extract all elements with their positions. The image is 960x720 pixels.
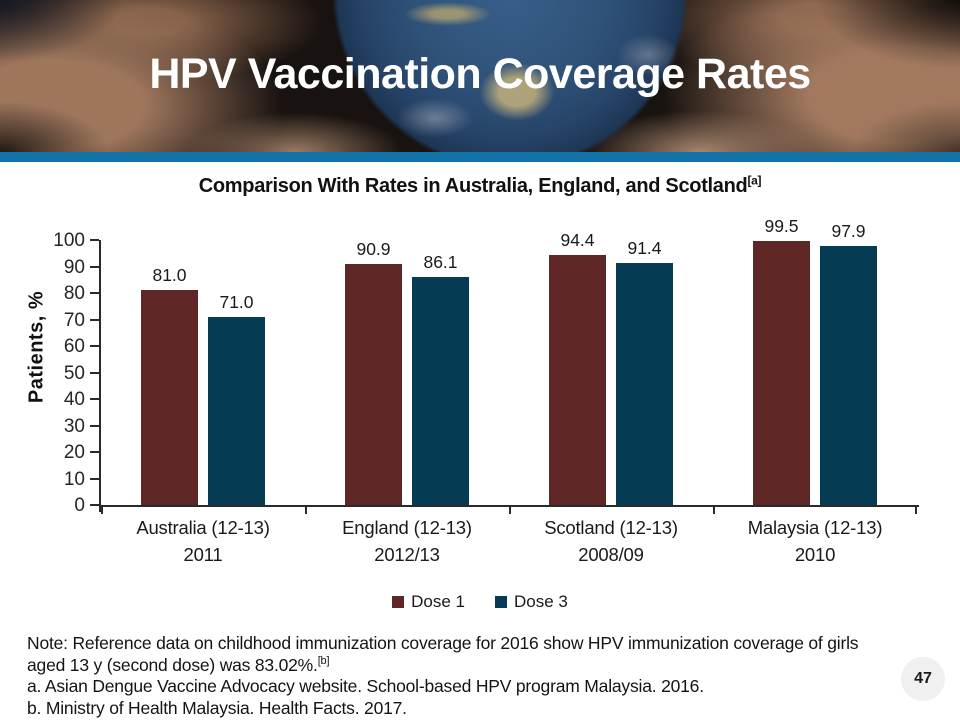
note-line-1: Note: Reference data on childhood immuni… — [27, 633, 859, 653]
category-name: Australia (12-13) — [136, 517, 270, 538]
chart-legend: Dose 1 Dose 3 — [0, 592, 960, 612]
x-axis-tick — [713, 507, 715, 514]
bar-column: 91.4 — [616, 238, 673, 505]
legend-item: Dose 3 — [495, 592, 568, 612]
y-axis-tick-label: 50 — [63, 362, 85, 384]
y-axis-tick-label: 10 — [63, 468, 85, 490]
y-axis-tick — [90, 451, 99, 453]
bar-column: 94.4 — [549, 230, 606, 505]
legend-swatch — [392, 596, 405, 608]
footnote-b: b. Ministry of Health Malaysia. Health F… — [27, 697, 407, 718]
category-year: 2012/13 — [374, 544, 440, 565]
page-number: 47 — [914, 670, 932, 687]
y-axis-tick-label: 90 — [63, 256, 85, 278]
bar-dose-1 — [753, 241, 810, 505]
x-axis-tick — [915, 507, 917, 514]
y-axis-tick-label: 80 — [63, 283, 85, 304]
accent-divider — [0, 152, 960, 162]
category-label: Malaysia (12-13) 2010 — [713, 514, 917, 568]
footnote-a: a. Asian Dengue Vaccine Advocacy website… — [27, 676, 704, 696]
bar-value-label: 99.5 — [764, 216, 799, 237]
bar-column: 86.1 — [412, 252, 469, 505]
y-axis-tick — [90, 265, 99, 268]
bar-column: 99.5 — [753, 216, 810, 505]
y-axis-tick — [90, 504, 99, 506]
y-axis-tick — [90, 424, 99, 427]
category-name: Malaysia (12-13) — [747, 517, 883, 538]
y-axis-line — [99, 240, 101, 512]
bar-value-label: 97.9 — [831, 220, 866, 241]
bar-column: 90.9 — [345, 239, 402, 505]
y-axis-tick-label: 70 — [63, 309, 85, 331]
bar-chart: 0 10 20 30 40 50 60 70 80 90 100 81.0 71.0 90.9 86.1 94… — [53, 216, 917, 516]
bar-dose-1 — [345, 264, 402, 505]
bar-dose-3 — [616, 262, 673, 505]
bar-value-label: 91.4 — [627, 237, 662, 258]
x-axis-line — [99, 505, 919, 507]
category-label: England (12-13) 2012/13 — [305, 514, 509, 568]
bar-dose-1 — [141, 290, 198, 505]
slide-title: HPV Vaccination Coverage Rates — [149, 50, 811, 98]
y-axis-tick — [90, 345, 99, 347]
banner-image: HPV Vaccination Coverage Rates — [0, 0, 960, 152]
y-axis-tick — [90, 398, 99, 400]
note-line-2: aged 13 y (second dose) was 83.02%.[b] — [27, 655, 858, 677]
x-axis-tick — [509, 507, 511, 514]
y-axis-tick — [90, 318, 99, 321]
chart-title-footnote-marker: [a] — [747, 173, 762, 188]
bar-value-label: 71.0 — [219, 291, 254, 312]
bar-dose-3 — [820, 245, 877, 505]
bar-groups: 81.0 71.0 90.9 86.1 94.4 91.4 99.5 97.9 — [101, 216, 917, 505]
x-axis-tick — [101, 507, 103, 514]
y-axis-tick-label: 100 — [53, 230, 85, 251]
category-label: Scotland (12-13) 2008/09 — [509, 514, 713, 568]
category-label: Australia (12-13) 2011 — [101, 514, 305, 568]
bar-group: 90.9 86.1 — [305, 239, 509, 505]
category-name: Scotland (12-13) — [544, 517, 678, 538]
x-axis-tick — [305, 507, 307, 514]
notes-block: Note: Reference data on childhood immuni… — [27, 633, 859, 719]
bar-value-label: 90.9 — [356, 239, 391, 260]
bar-value-label: 86.1 — [423, 251, 458, 272]
y-axis-tick-label: 20 — [63, 442, 85, 463]
legend-item: Dose 1 — [392, 592, 465, 612]
bar-column: 81.0 — [141, 265, 198, 505]
y-axis-tick — [90, 371, 99, 374]
y-axis-tick — [90, 239, 99, 241]
legend-label: Dose 3 — [514, 592, 568, 611]
legend-swatch — [495, 596, 507, 608]
bar-value-label: 94.4 — [560, 229, 595, 250]
bar-dose-3 — [412, 276, 469, 505]
note-line-2-text: aged 13 y (second dose) was 83.02%. — [27, 654, 318, 675]
bar-column: 97.9 — [820, 221, 877, 505]
category-year: 2010 — [794, 544, 836, 565]
category-year: 2011 — [183, 544, 223, 565]
bar-column: 71.0 — [208, 292, 265, 505]
chart-title: Comparison With Rates in Australia, Engl… — [0, 173, 960, 198]
bar-dose-3 — [208, 316, 265, 505]
bar-dose-1 — [549, 254, 606, 505]
legend-label: Dose 1 — [411, 592, 465, 611]
y-axis-tick-label: 40 — [63, 389, 85, 410]
bar-value-label: 81.0 — [152, 265, 187, 286]
bar-group: 99.5 97.9 — [713, 216, 917, 505]
y-axis-tick-label: 60 — [63, 336, 85, 357]
category-year: 2008/09 — [578, 544, 644, 565]
chart-title-text: Comparison With Rates in Australia, Engl… — [198, 175, 748, 197]
bar-group: 81.0 71.0 — [101, 240, 305, 505]
x-axis-category-labels: Australia (12-13) 2011 England (12-13) 2012… — [101, 514, 917, 568]
y-axis-tick — [90, 292, 99, 294]
note-footnote-marker: [b] — [317, 654, 330, 667]
y-axis-tick-label: 30 — [63, 415, 85, 437]
bar-group: 94.4 91.4 — [509, 230, 713, 505]
category-name: England (12-13) — [342, 517, 472, 538]
y-axis-tick-label: 0 — [74, 495, 85, 516]
page-number-badge: 47 — [901, 657, 945, 701]
y-axis-tick — [90, 477, 99, 480]
